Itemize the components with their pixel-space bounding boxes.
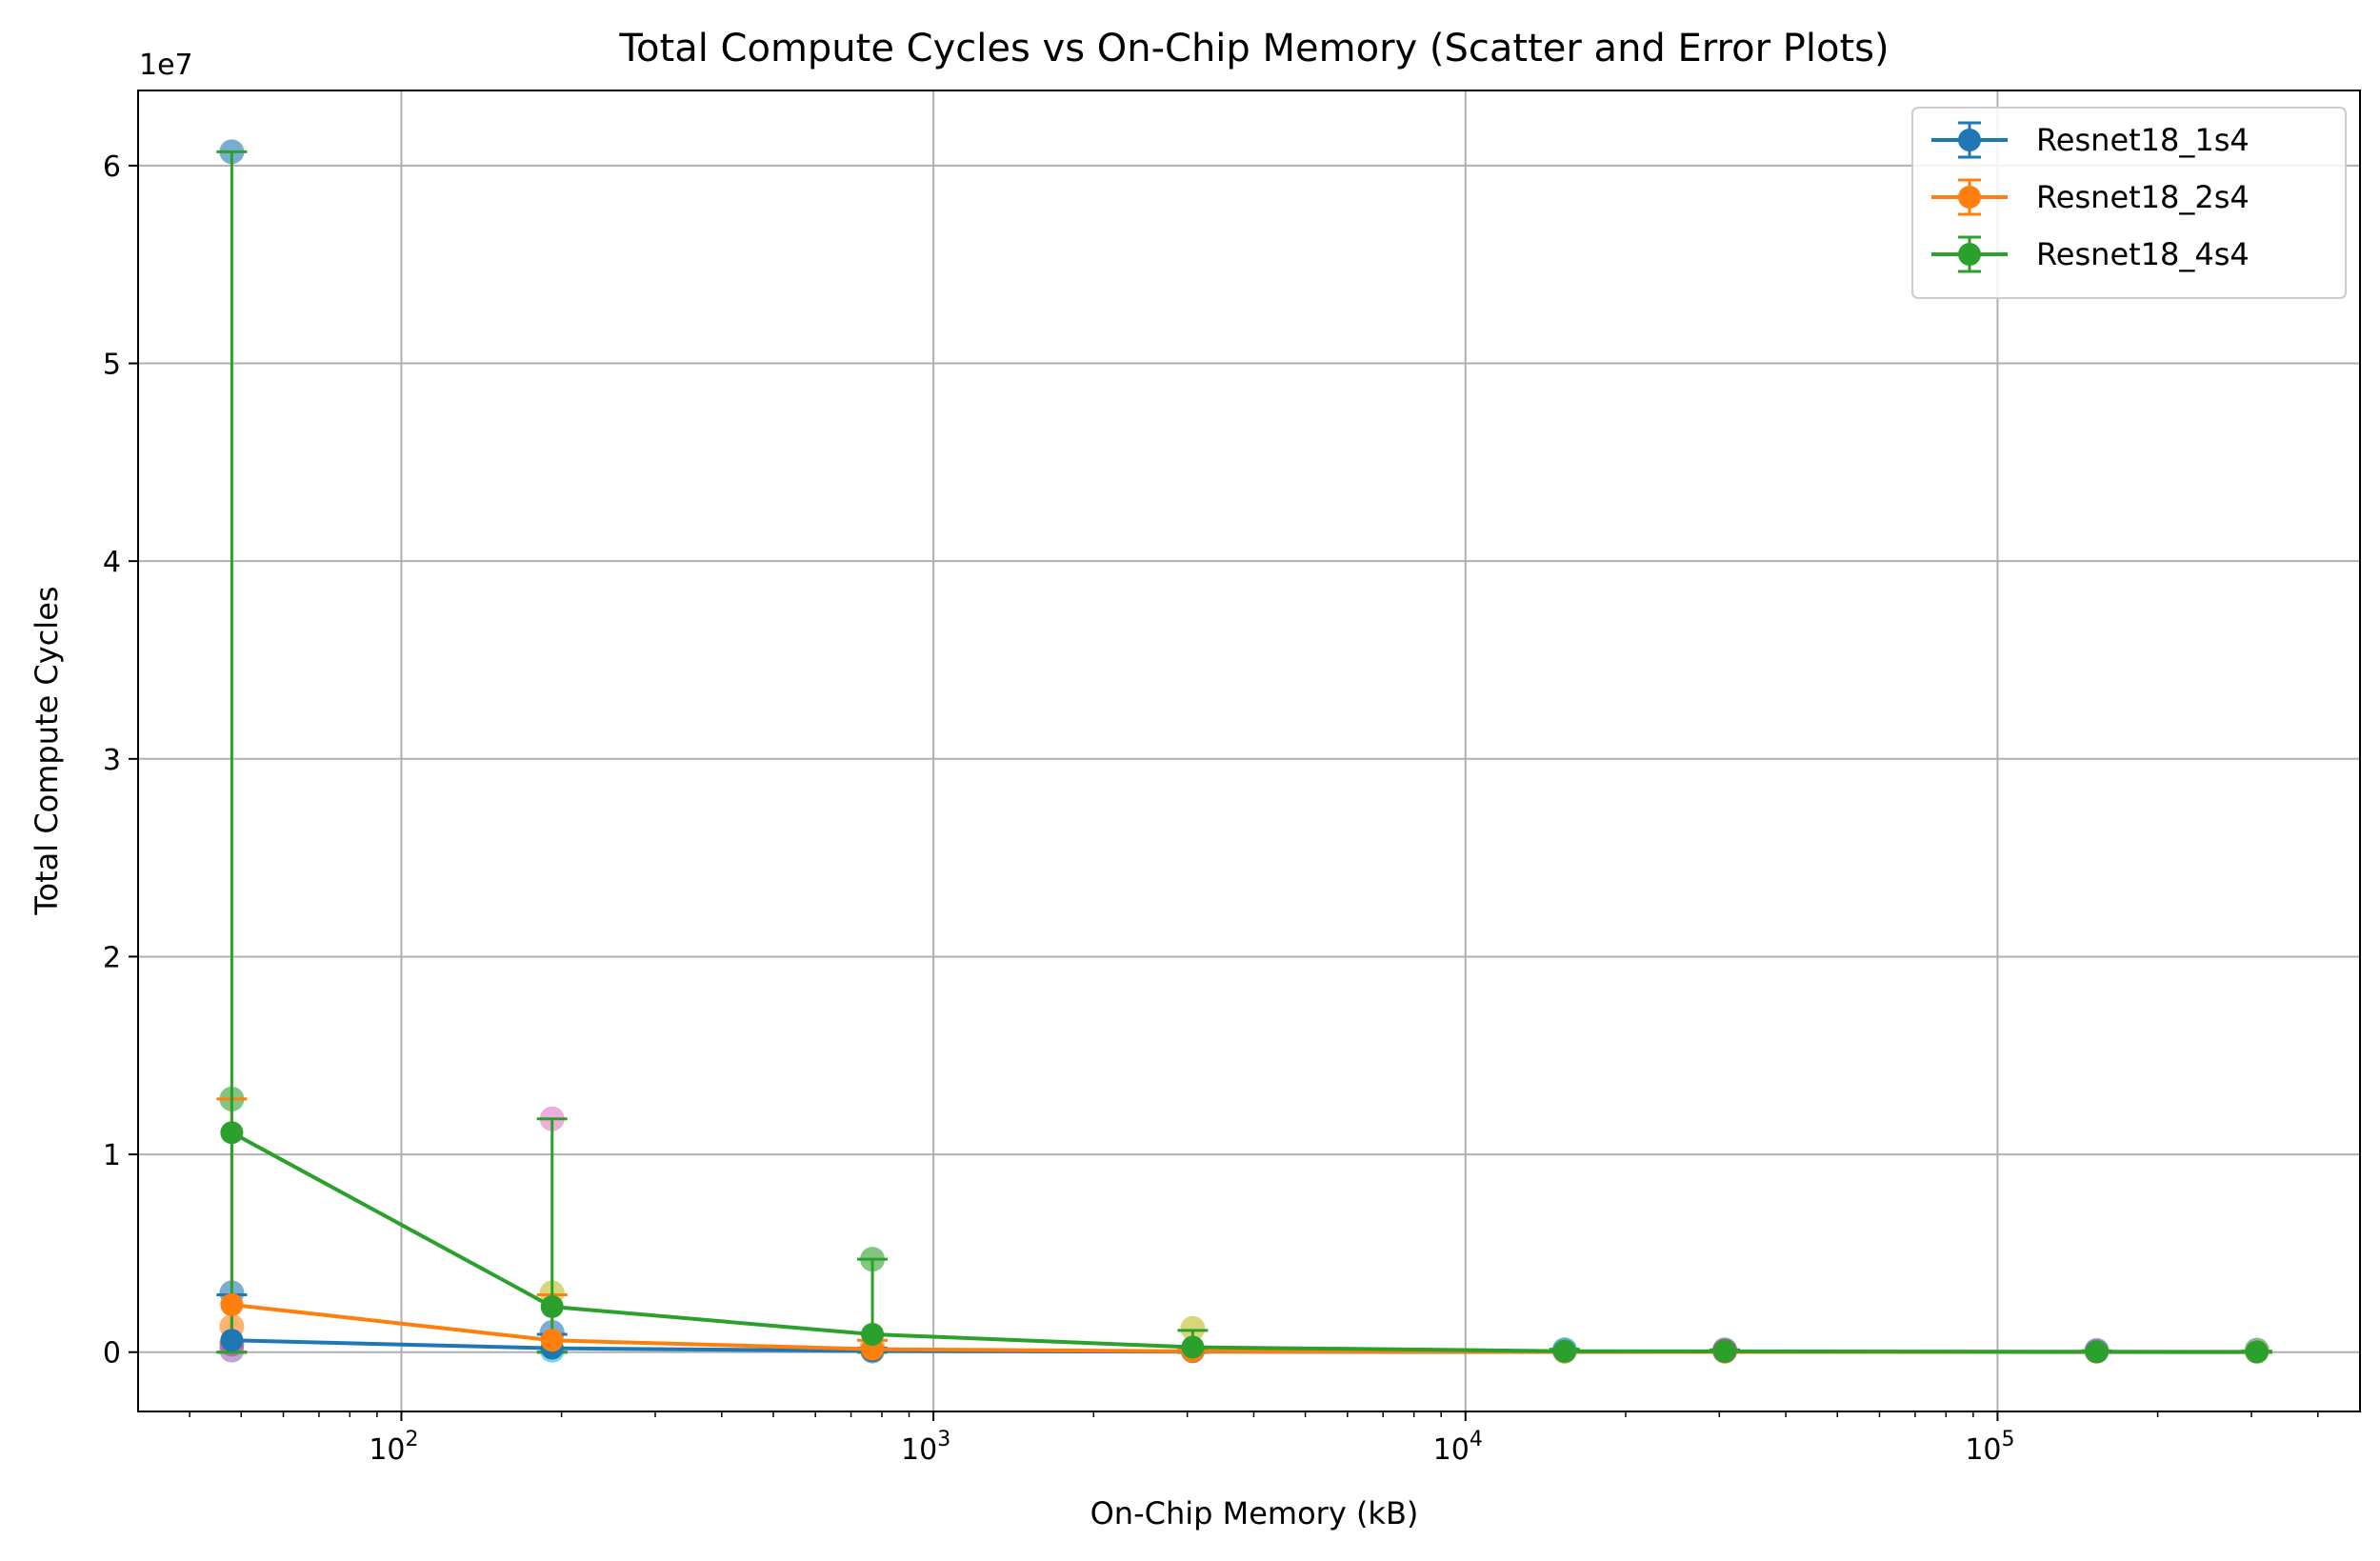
legend-box: [1911, 107, 2347, 299]
series-marker: [220, 1292, 244, 1316]
series-lines-layer: [230, 1131, 2257, 1354]
legend: Resnet18_1s4 Resnet18_2s4 Resnet18_4s4: [1911, 107, 2347, 299]
axis-ticks: 0 1 2 3 4 5 6 102 103 104 105: [103, 150, 2319, 1467]
legend-marker: [1958, 186, 1981, 209]
legend-label: Resnet18_1s4: [2036, 122, 2250, 158]
y-tick-label: 0: [103, 1337, 121, 1371]
y-tick-label: 2: [103, 941, 121, 974]
legend-marker: [1958, 129, 1981, 151]
series-marker: [1713, 1339, 1737, 1363]
series-marker: [540, 1294, 564, 1318]
y-tick-label: 1: [103, 1139, 121, 1172]
x-tick-label: 103: [901, 1428, 950, 1467]
y-tick-label: 4: [103, 546, 121, 579]
legend-label: Resnet18_2s4: [2036, 179, 2250, 215]
series-marker: [861, 1323, 885, 1347]
legend-label: Resnet18_4s4: [2036, 236, 2250, 272]
x-tick-label: 102: [369, 1428, 418, 1467]
y-tick-label: 6: [103, 150, 121, 184]
scatter-point: [1180, 1315, 1206, 1341]
y-tick-label: 5: [103, 349, 121, 382]
series-line: [230, 1131, 2257, 1354]
y-axis-offset-label: 1e7: [139, 49, 193, 82]
series-markers-layer: [220, 1121, 2269, 1364]
series-marker: [220, 1329, 244, 1352]
y-axis-label: Total Compute Cycles: [29, 586, 65, 915]
x-tick-label: 104: [1433, 1428, 1483, 1467]
series-marker: [1552, 1339, 1576, 1363]
plot-frame: [137, 90, 2361, 1412]
x-axis-label: On-Chip Memory (kB): [1090, 1495, 1419, 1531]
series-marker: [220, 1121, 244, 1145]
series-marker: [2085, 1340, 2109, 1364]
y-tick-label: 3: [103, 744, 121, 777]
legend-marker: [1958, 243, 1981, 266]
chart-title: Total Compute Cycles vs On-Chip Memory (…: [618, 27, 1889, 70]
series-marker: [540, 1329, 564, 1352]
grid-lines: [138, 90, 2360, 1411]
series-marker: [2245, 1340, 2269, 1364]
x-tick-label: 105: [1965, 1428, 2014, 1467]
series-marker: [1181, 1335, 1205, 1359]
